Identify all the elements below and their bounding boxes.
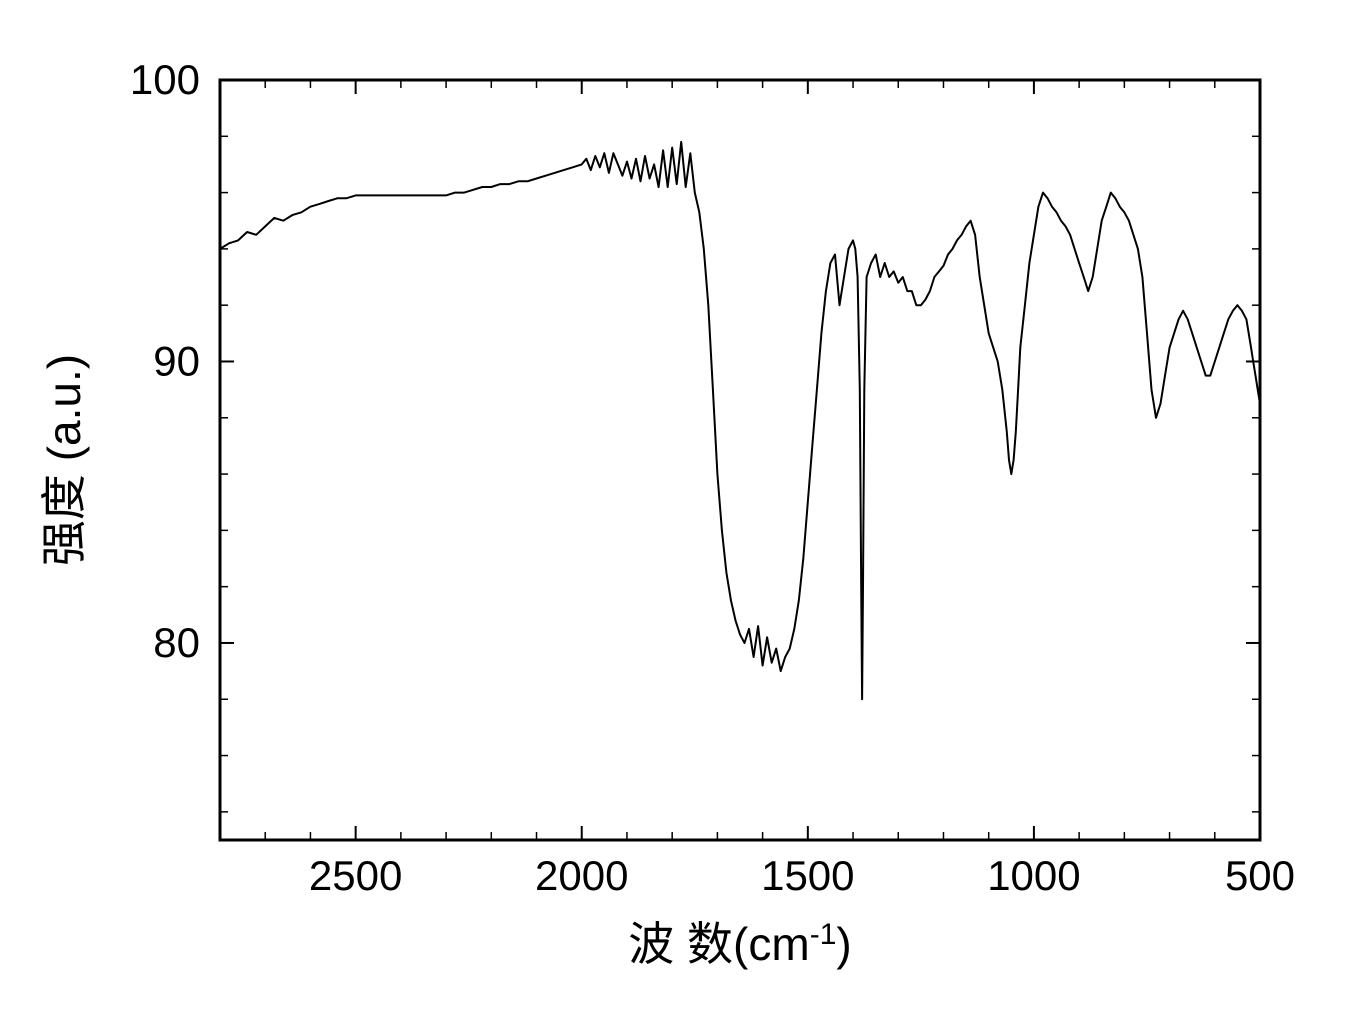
svg-text:500: 500	[1225, 852, 1295, 899]
svg-text:100: 100	[130, 56, 200, 103]
chart-svg: 2500 2000 1500 1000 500 80 90 100 波 数(cm-1) 强度 (a…	[20, 20, 1328, 1016]
svg-text:1000: 1000	[987, 852, 1080, 899]
svg-text:2000: 2000	[535, 852, 628, 899]
svg-text:1500: 1500	[761, 852, 854, 899]
spectrum-line	[220, 142, 1260, 699]
svg-text:2500: 2500	[309, 852, 402, 899]
y-axis-label: 强度 (a.u.)	[38, 354, 90, 566]
svg-text:80: 80	[153, 619, 200, 666]
ir-spectrum-chart: 2500 2000 1500 1000 500 80 90 100 波 数(cm-1) 强度 (a…	[20, 20, 1328, 1016]
x-axis-label: 波 数(cm-1)	[628, 918, 851, 971]
svg-text:90: 90	[153, 337, 200, 384]
